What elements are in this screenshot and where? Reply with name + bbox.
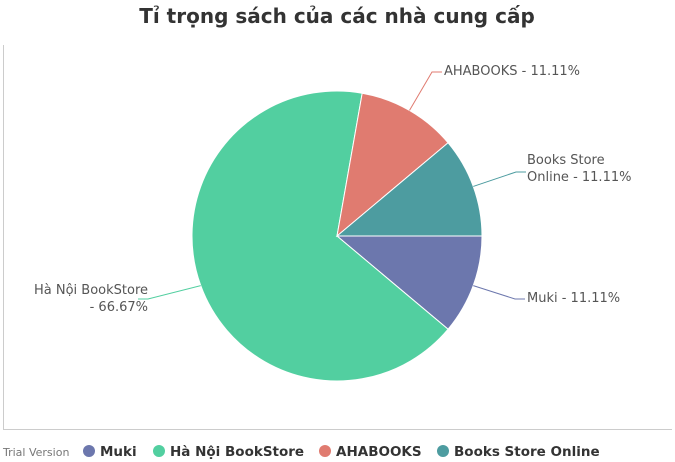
legend-label-muki: Muki	[100, 444, 137, 460]
pie-slices	[191, 90, 483, 382]
legend-item-ha-noi-bookstore[interactable]: Hà Nội BookStore	[153, 444, 304, 460]
slice-label-ha-noi-bookstore: Hà Nội BookStore - 66.67%	[34, 283, 148, 315]
trial-version-watermark: Trial Version	[2, 446, 69, 459]
legend-marker-muki	[83, 445, 95, 457]
legend-marker-ha-noi-bookstore	[153, 445, 165, 457]
legend-label-ha-noi-bookstore: Hà Nội BookStore	[170, 444, 304, 460]
chart-title: Tỉ trọng sách của các nhà cung cấp	[139, 4, 535, 28]
slice-labels: Muki - 11.11% Hà Nội BookStore - 66.67% AHA…	[34, 64, 631, 315]
legend-item-ahabooks[interactable]: AHABOOKS	[319, 444, 422, 460]
pie-slice-ha-noi-bookstore[interactable]	[191, 90, 449, 382]
leader-line-books-store-online	[473, 171, 526, 187]
legend-marker-books-store-online	[437, 445, 449, 457]
pie-slice-muki[interactable]	[335, 235, 483, 330]
slice-label-books-store-online: Books Store Online - 11.11%	[527, 153, 631, 185]
legend-marker-ahabooks	[319, 445, 331, 457]
slice-label-ahabooks: AHABOOKS - 11.11%	[444, 64, 580, 79]
leader-line-muki	[473, 285, 525, 300]
slice-label-muki: Muki - 11.11%	[527, 291, 620, 306]
pie-slice-ahabooks[interactable]	[336, 92, 449, 238]
legend-label-ahabooks: AHABOOKS	[336, 444, 422, 460]
leader-line-ha-noi-bookstore	[138, 285, 201, 300]
legend: Muki Hà Nội BookStore AHABOOKS Books Store …	[83, 444, 600, 460]
legend-item-books-store-online[interactable]: Books Store Online	[437, 444, 600, 460]
leader-line-ahabooks	[409, 71, 442, 111]
legend-label-books-store-online: Books Store Online	[454, 444, 600, 460]
pie-slice-books-store-online[interactable]	[335, 142, 483, 237]
legend-item-muki[interactable]: Muki	[83, 444, 137, 460]
